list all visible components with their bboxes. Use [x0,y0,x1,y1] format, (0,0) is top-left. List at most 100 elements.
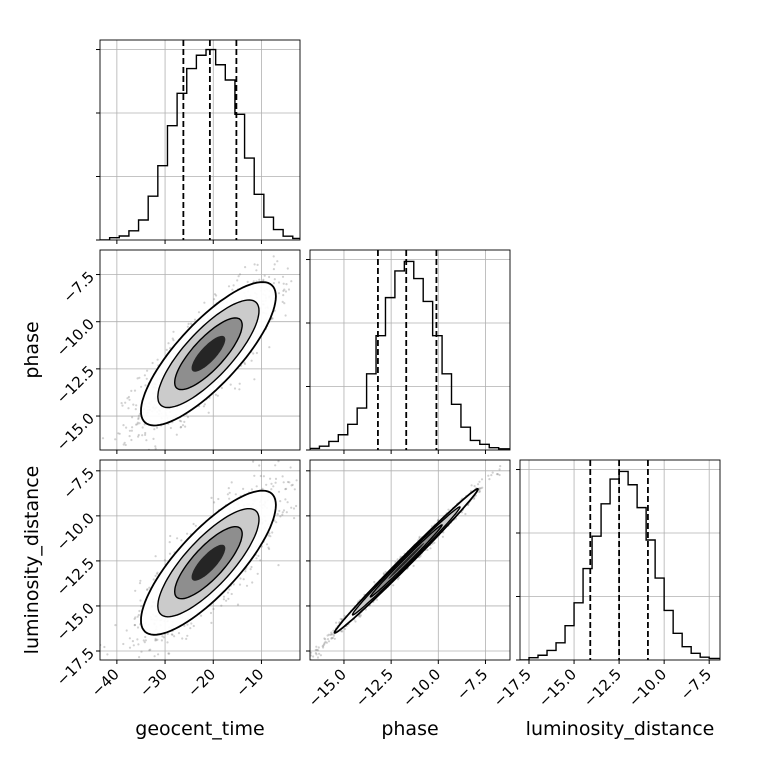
sample-point [279,515,282,518]
panel-frame [99,39,301,241]
sample-point [277,281,281,284]
sample-point [304,454,306,456]
sample-point [341,618,344,621]
sample-point [217,497,220,501]
sample-point [238,388,241,391]
sample-point [144,639,147,642]
sample-point [285,487,288,490]
x-tick-label-phase: −12.5 [352,665,397,710]
sample-point [470,484,473,487]
sample-point [123,441,126,444]
sample-point [242,487,245,490]
sample-point [156,358,159,361]
sample-point [255,557,258,560]
sample-point [267,546,270,549]
sample-point [297,662,299,664]
sample-point [122,642,125,646]
sample-point [166,641,169,644]
sample-point [271,317,274,320]
sample-point [447,508,450,511]
sample-point [499,465,502,468]
sample-point [284,290,288,293]
y-axis-label-phase: phase [21,321,43,378]
sample-point [228,491,231,494]
sample-point [186,416,190,419]
sample-point [168,652,171,655]
sample-point [186,623,189,626]
sample-point [148,586,151,589]
sample-point [324,640,327,644]
sample-point [141,434,144,437]
sample-point [330,637,333,640]
sample-point [318,652,321,655]
sample-point [249,568,252,571]
sample-point [274,477,278,480]
sample-point [293,488,296,491]
sample-point [190,450,192,452]
sample-point [160,639,163,642]
sample-point [263,232,265,234]
sample-point [246,280,249,283]
sample-point [133,624,136,627]
sample-point [130,429,133,432]
sample-point [226,591,230,594]
sample-point [282,509,286,512]
sample-point [343,614,346,618]
sample-point [138,376,141,379]
y-tick-label-luminosity_distance: −17.5 [53,644,98,689]
sample-point [136,423,139,426]
sample-point [140,650,143,653]
sample-point [145,439,148,442]
sample-point [156,571,159,574]
panel-geocent_time-vs-luminosity_distance [100,454,306,659]
sample-point [210,621,213,625]
sample-point [269,535,272,538]
sample-point [137,416,140,419]
sample-point [477,483,480,486]
sample-point [478,480,481,483]
sample-point [243,362,247,366]
sample-point [172,330,175,333]
sample-point [138,582,142,585]
sample-point [166,632,169,636]
sample-point [396,558,399,561]
sample-point [295,504,298,508]
sample-point [323,642,326,645]
y-tick-label-luminosity_distance: −10.0 [53,509,98,554]
sample-point [163,559,166,562]
sample-point [281,300,284,303]
sample-point [331,633,334,636]
sample-point [274,464,277,467]
sample-point [478,490,481,494]
sample-point [176,537,179,540]
sample-point [103,645,106,649]
sample-point [273,278,276,281]
panel-luminosity_distance-histogram [520,460,720,660]
sample-point [291,483,294,486]
sample-point [153,655,156,658]
sample-point [302,297,304,299]
sample-point [288,481,291,484]
sample-point [315,648,318,652]
sample-point [183,624,186,628]
sample-point [146,588,149,592]
x-tick-label-luminosity_distance: −10.0 [625,665,670,710]
sample-point [277,564,280,567]
sample-point [265,543,269,546]
sample-point [140,605,143,608]
sample-point [295,669,297,671]
sample-point [330,633,333,636]
sample-point [255,485,258,488]
sample-point [382,572,385,575]
sample-point [255,351,258,355]
sample-point [227,285,231,288]
sample-point [333,637,336,640]
sample-point [228,588,231,591]
sample-point [144,384,147,387]
sample-point [177,632,181,635]
y-axis-label-luminosity_distance: luminosity_distance [21,466,43,655]
sample-point [286,501,289,504]
sample-point [125,629,128,632]
panel-frame [99,459,301,661]
